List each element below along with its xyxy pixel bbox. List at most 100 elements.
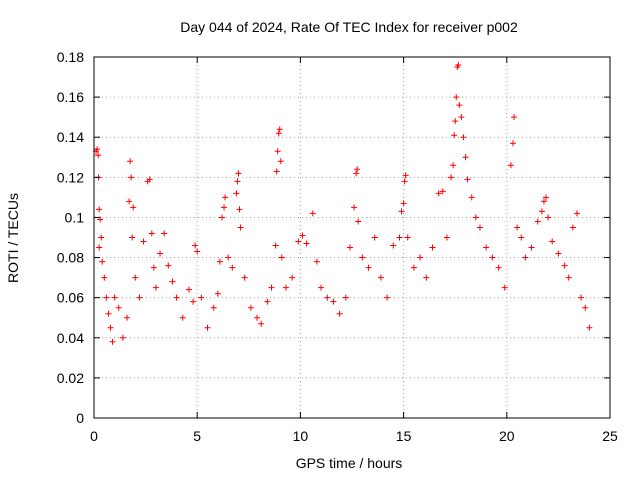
data-point [165,262,172,269]
y-tick-label: 0.12 [57,169,84,185]
data-point [448,174,455,181]
data-point [489,254,496,261]
data-point [384,294,391,301]
data-point [99,258,106,265]
data-point [443,234,450,241]
x-axis-label: GPS time / hours [296,455,403,471]
data-point [359,254,366,261]
y-tick-label: 0.14 [57,129,84,145]
data-point [221,204,228,211]
data-point [543,194,550,201]
data-point [371,234,378,241]
grid-layer [94,57,610,418]
data-point [507,162,514,169]
data-point [148,230,155,237]
data-point [456,102,463,109]
data-point [586,324,593,331]
data-point [534,218,541,225]
chart-title: Day 044 of 2024, Rate Of TEC Index for r… [180,19,518,35]
data-point [136,294,143,301]
data-point [173,294,180,301]
data-point [423,274,430,281]
data-point [105,310,112,317]
data-point [450,162,457,169]
data-point [453,94,460,101]
data-points-layer [93,62,593,345]
data-point [129,234,136,241]
data-point [152,284,159,291]
data-point [355,218,362,225]
y-tick-label: 0.1 [65,209,85,225]
data-point [309,210,316,217]
y-axis-label: ROTI / TECUs [5,193,21,283]
data-point [390,242,397,249]
data-point [96,206,103,213]
data-point [179,314,186,321]
data-point [276,126,283,133]
data-point [225,254,232,261]
x-tick-label: 0 [90,428,98,444]
data-point [97,216,104,223]
data-point [365,264,372,271]
data-point [111,294,118,301]
data-point [318,284,325,291]
data-point [214,290,221,297]
data-point [313,258,320,265]
plot-frame [93,56,611,419]
x-tick-label: 10 [293,428,309,444]
data-point [258,320,265,327]
data-point [229,264,236,271]
data-point [324,294,331,301]
data-point [565,274,572,281]
data-point [210,304,217,311]
data-point [514,224,521,231]
data-point [233,190,240,197]
data-point [273,168,280,175]
data-point [417,254,424,261]
y-tick-label: 0.16 [57,89,84,105]
data-point [401,178,408,185]
data-point [95,152,102,159]
data-point [330,298,337,305]
data-point [569,224,576,231]
data-point [528,244,535,251]
data-point [119,334,126,341]
data-point [545,214,552,221]
data-point [222,194,229,201]
data-point [439,188,446,195]
data-point [351,204,358,211]
data-point [235,170,242,177]
data-point [272,242,279,249]
data-point [254,314,261,321]
y-tick-label: 0.18 [57,49,84,65]
data-point [346,244,353,251]
data-point [462,154,469,161]
data-point [578,294,585,301]
data-point [140,238,147,245]
data-point [472,214,479,221]
data-point [268,284,275,291]
data-point [107,324,114,331]
data-point [128,174,135,181]
data-point [169,278,176,285]
data-point [278,254,285,261]
data-point [127,158,134,165]
data-point [295,238,302,245]
data-point [582,304,589,311]
x-tick-label: 25 [602,428,618,444]
data-point [241,274,248,281]
data-point [126,198,133,205]
data-point [299,232,306,239]
data-point [234,178,241,185]
data-point [101,274,108,281]
data-point [435,190,442,197]
data-point [96,244,103,251]
data-point [573,210,580,217]
data-point [555,250,562,257]
x-tick-label: 20 [499,428,515,444]
data-point [218,214,225,221]
data-point [549,238,556,245]
data-point [185,286,192,293]
data-point [404,234,411,241]
